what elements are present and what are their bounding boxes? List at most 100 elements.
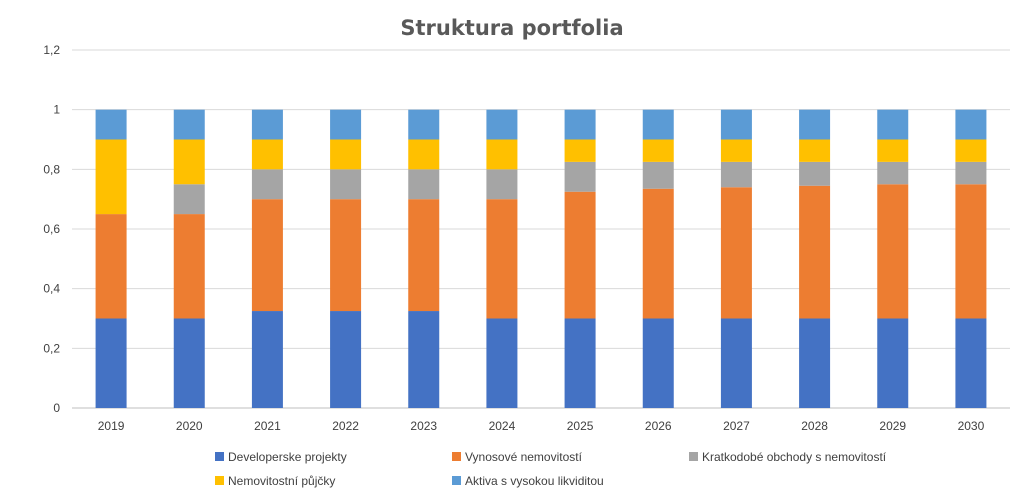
bar-segment — [330, 199, 362, 312]
bar-segment — [330, 169, 362, 200]
legend-swatch — [215, 452, 224, 461]
legend-item: Nemovitostní půjčky — [215, 474, 335, 488]
legend-item: Kratkodobé obchody s nemovitostí — [689, 450, 887, 464]
bar-segment — [95, 109, 127, 140]
bar-segment — [408, 139, 440, 170]
bar-segment — [173, 318, 205, 408]
bar-segment — [877, 161, 909, 185]
bar-segment — [564, 139, 596, 162]
bar-segment — [799, 139, 831, 162]
bar-segment — [408, 109, 440, 140]
bar-segment — [877, 109, 909, 140]
bar-segment — [799, 318, 831, 408]
bar-segment — [564, 191, 596, 319]
y-tick-label: 1,2 — [43, 43, 60, 57]
y-tick-label: 0 — [53, 401, 60, 415]
bar-segment — [251, 139, 283, 170]
legend-swatch — [215, 476, 224, 485]
bar-segment — [173, 139, 205, 185]
bar-segment — [173, 214, 205, 319]
bar-segment — [799, 109, 831, 140]
bar-segment — [251, 311, 283, 408]
y-tick-label: 0,4 — [43, 282, 60, 296]
gridlines — [72, 49, 1010, 409]
bar-segment — [173, 184, 205, 215]
bar-segment — [95, 214, 127, 319]
bar-segment — [486, 318, 518, 408]
legend-label: Aktiva s vysokou likviditou — [465, 474, 604, 488]
bar-segment — [877, 318, 909, 408]
bar-segment — [955, 139, 987, 162]
bar-segment — [720, 318, 752, 408]
bar-segment — [251, 199, 283, 312]
bar-segment — [564, 109, 596, 140]
x-tick-label: 2027 — [723, 419, 750, 433]
bar-segment — [173, 109, 205, 140]
bar-segment — [642, 139, 674, 162]
legend-swatch — [452, 476, 461, 485]
y-tick-label: 0,8 — [43, 162, 60, 176]
bar-segment — [642, 109, 674, 140]
bar-segment — [330, 139, 362, 170]
x-tick-label: 2022 — [332, 419, 359, 433]
legend-swatch — [689, 452, 698, 461]
x-axis: 2019 2020 2021 2022 2023 2024 2025 2026 2027 2028… — [98, 419, 985, 433]
y-tick-label: 0,2 — [43, 341, 60, 355]
x-tick-label: 2026 — [645, 419, 672, 433]
bar-segment — [251, 169, 283, 200]
bar-segment — [564, 318, 596, 408]
bar-segment — [408, 199, 440, 312]
bar-segment — [720, 109, 752, 140]
legend: Developerske projekty Vynosové nemovitost… — [215, 450, 887, 488]
bar-segment — [877, 184, 909, 319]
y-tick-label: 0,6 — [43, 222, 60, 236]
bar-segment — [720, 161, 752, 188]
bar-segment — [955, 109, 987, 140]
legend-item: Developerske projekty — [215, 450, 347, 464]
bar-segment — [642, 318, 674, 408]
bar-segment — [799, 161, 831, 186]
y-tick-label: 1 — [53, 103, 60, 117]
bar-segment — [877, 139, 909, 162]
bar-segment — [642, 188, 674, 319]
x-tick-label: 2021 — [254, 419, 281, 433]
legend-swatch — [452, 452, 461, 461]
x-tick-label: 2025 — [567, 419, 594, 433]
bar-segment — [95, 139, 127, 215]
bar-segment — [486, 109, 518, 140]
x-tick-label: 2029 — [879, 419, 906, 433]
y-axis: 0 0,2 0,4 0,6 0,8 1 1,2 — [43, 43, 60, 415]
bar-segment — [486, 169, 518, 200]
bar-segment — [955, 318, 987, 408]
bar-segment — [720, 187, 752, 319]
legend-label: Kratkodobé obchody s nemovitostí — [702, 450, 887, 464]
x-tick-label: 2020 — [176, 419, 203, 433]
bar-segment — [408, 169, 440, 200]
x-tick-label: 2028 — [801, 419, 828, 433]
legend-label: Nemovitostní půjčky — [228, 474, 335, 488]
bar-segment — [486, 139, 518, 170]
x-tick-label: 2030 — [958, 419, 985, 433]
bar-segment — [955, 184, 987, 319]
legend-label: Vynosové nemovitostí — [465, 450, 583, 464]
bar-segment — [955, 161, 987, 185]
bar-segment — [330, 311, 362, 408]
x-tick-label: 2019 — [98, 419, 125, 433]
bar-segment — [799, 185, 831, 319]
bar-segment — [564, 161, 596, 192]
bars — [95, 109, 987, 408]
bar-segment — [720, 139, 752, 162]
x-tick-label: 2023 — [410, 419, 437, 433]
legend-item: Vynosové nemovitostí — [452, 450, 583, 464]
legend-item: Aktiva s vysokou likviditou — [452, 474, 604, 488]
bar-segment — [251, 109, 283, 140]
bar-segment — [95, 318, 127, 408]
bar-segment — [408, 311, 440, 408]
bar-segment — [642, 161, 674, 189]
x-tick-label: 2024 — [489, 419, 516, 433]
chart-title: Struktura portfolia — [400, 16, 623, 40]
bar-segment — [486, 199, 518, 319]
bar-segment — [330, 109, 362, 140]
